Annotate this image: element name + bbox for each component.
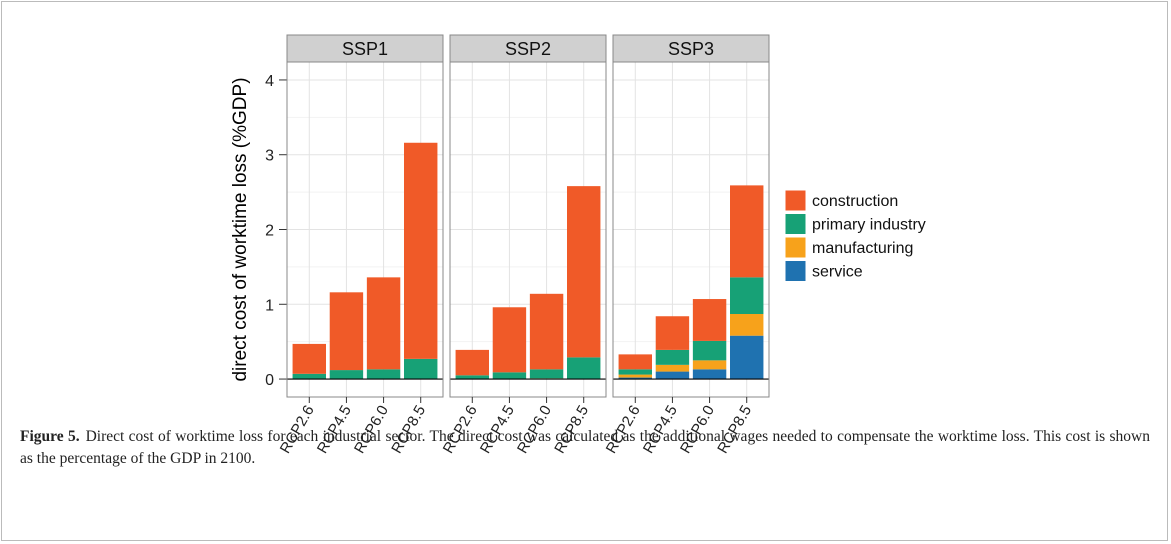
strip <box>612 34 770 63</box>
bar-segment <box>655 364 690 372</box>
caption: Figure 5. Direct cost of worktime loss fo… <box>20 426 1150 470</box>
bar-segment <box>329 370 364 380</box>
legend-label: construction <box>812 193 898 210</box>
y-axis-label: direct cost of worktime loss (%GDP) <box>230 77 251 381</box>
bar-segment <box>692 340 727 361</box>
bar-segment <box>618 369 652 375</box>
bar-segment <box>618 377 652 380</box>
bar-segment <box>730 185 764 278</box>
caption-text: Direct cost of worktime loss for each in… <box>20 428 1151 467</box>
bar-segment <box>567 186 601 358</box>
bar-segment <box>492 307 527 373</box>
y-tick-label: 4 <box>265 73 274 90</box>
y-tick-label: 2 <box>265 223 274 240</box>
y-tick-label: 0 <box>265 372 274 389</box>
bar-segment <box>366 277 401 370</box>
facet-title: SSP1 <box>342 39 388 59</box>
facet-title: SSP3 <box>668 39 714 59</box>
caption-label: Figure 5. <box>20 428 80 445</box>
bar-segment <box>529 369 564 379</box>
bar-segment <box>730 335 764 380</box>
bar-segment <box>567 357 601 380</box>
bar-segment <box>455 349 489 376</box>
bar-segment <box>655 371 690 380</box>
panel-border <box>449 61 607 398</box>
legend-label: primary industry <box>812 217 926 234</box>
legend-swatch <box>784 213 807 235</box>
bar-segment <box>730 277 764 314</box>
bar-segment <box>329 292 364 371</box>
bar-segment <box>618 374 652 378</box>
bar-segment <box>655 316 690 350</box>
legend-swatch <box>784 260 807 282</box>
strip <box>449 34 607 63</box>
legend-label: manufacturing <box>812 240 913 257</box>
bar-segment <box>692 369 727 380</box>
bar-segment <box>492 372 527 380</box>
bar-segment <box>292 373 326 380</box>
bar-segment <box>292 343 326 374</box>
bar-segment <box>404 358 438 380</box>
facet-title: SSP2 <box>505 39 551 59</box>
legend-label: service <box>812 264 863 281</box>
bar-segment <box>366 369 401 380</box>
bar-segment <box>618 354 652 370</box>
bar-segment <box>529 293 564 370</box>
bar-segment <box>730 313 764 336</box>
y-tick-label: 1 <box>265 297 274 314</box>
legend-swatch <box>784 236 807 259</box>
bar-segment <box>455 375 489 380</box>
bar-segment <box>404 142 438 359</box>
panel-border <box>612 61 770 398</box>
panel-border <box>286 61 444 398</box>
legend-swatch <box>784 189 807 212</box>
y-tick-label: 3 <box>265 148 274 165</box>
bar-segment <box>692 360 727 370</box>
bar-segment <box>692 299 727 341</box>
bar-segment <box>655 349 690 365</box>
